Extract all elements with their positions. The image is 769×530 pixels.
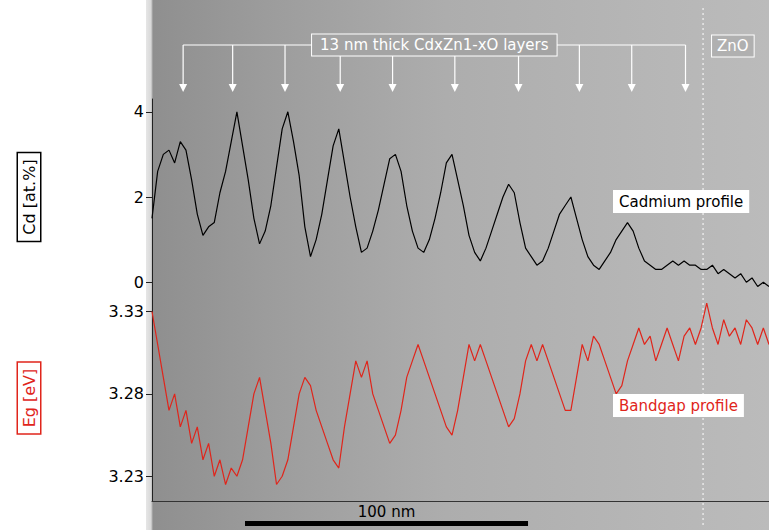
svg-text:0: 0 <box>134 273 144 292</box>
svg-text:Bandgap profile: Bandgap profile <box>619 397 738 415</box>
svg-text:2: 2 <box>134 188 144 207</box>
svg-text:Eg [eV]: Eg [eV] <box>20 369 39 428</box>
svg-text:ZnO: ZnO <box>717 37 749 55</box>
svg-text:Cd [at.%]: Cd [at.%] <box>20 159 39 234</box>
svg-text:3.23: 3.23 <box>108 467 144 486</box>
svg-text:Cadmium profile: Cadmium profile <box>619 193 743 211</box>
svg-text:13 nm thick CdxZn1-xO layers: 13 nm thick CdxZn1-xO layers <box>320 36 549 54</box>
svg-text:3.28: 3.28 <box>108 384 144 403</box>
svg-text:100 nm: 100 nm <box>358 503 416 521</box>
svg-text:4: 4 <box>134 102 144 121</box>
svg-text:3.33: 3.33 <box>108 302 144 321</box>
